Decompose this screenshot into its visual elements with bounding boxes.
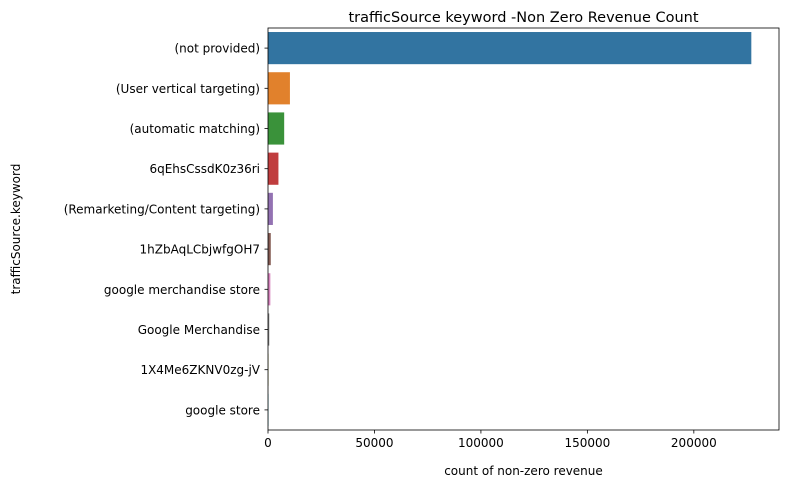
x-tick-label: 100000 [458,436,504,450]
y-tick-label: google merchandise store [104,283,260,297]
y-tick-label: Google Merchandise [138,323,260,337]
bar-2 [268,112,285,145]
chart-title: trafficSource keyword -Non Zero Revenue … [348,10,698,26]
bar-5 [268,233,271,266]
y-tick-label: google store [185,403,260,417]
bar-4 [268,192,273,225]
bar-1 [268,72,290,105]
y-tick-label: 1hZbAqLCbjwfgOH7 [140,243,260,257]
x-tick-label: 200000 [671,436,717,450]
y-axis-title: trafficSource.keyword [9,164,23,295]
y-tick-label: 6qEhsCssdK0z36ri [149,162,260,176]
x-ticks: 0 50000 100000 150000 200000 [264,430,717,450]
x-tick-label: 150000 [564,436,610,450]
bar-0 [268,32,752,65]
x-axis-title: count of non-zero revenue [444,464,603,478]
bar-3 [268,152,279,185]
y-tick-label: 1X4Me6ZKNV0zg-jV [140,363,260,377]
x-tick-label: 0 [264,436,272,450]
plot-frame [267,27,780,431]
bar-6 [268,273,271,306]
bars-group [268,32,752,426]
bar-7 [268,313,270,346]
y-tick-label: (automatic matching) [130,122,260,136]
x-tick-label: 50000 [355,436,393,450]
y-tick-label: (User vertical targeting) [116,82,260,96]
y-tick-label: (Remarketing/Content targeting) [64,202,260,216]
y-tick-label: (not provided) [174,42,260,56]
y-tick-labels: (not provided) (User vertical targeting) (… [64,42,268,417]
